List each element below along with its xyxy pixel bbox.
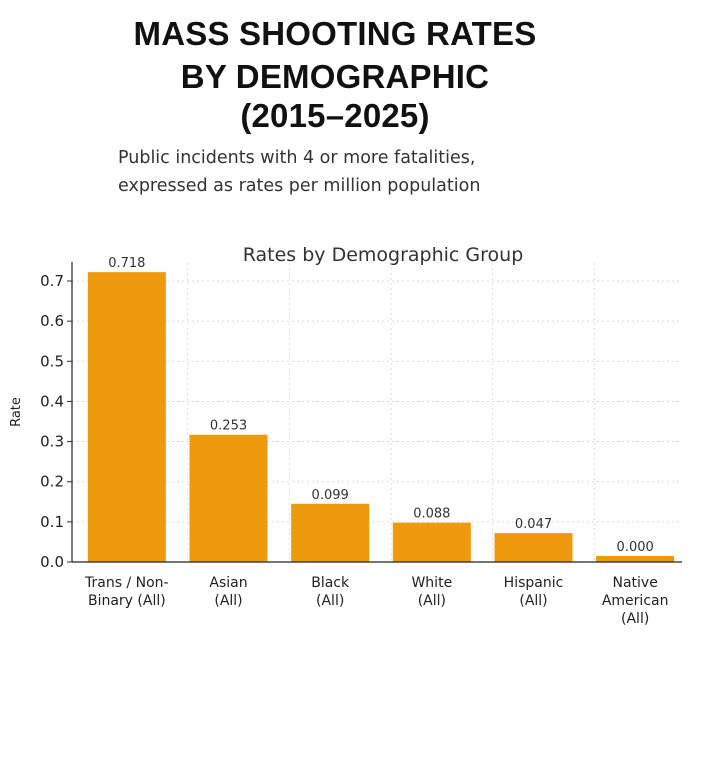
bar: [87, 272, 166, 562]
labels: 0.0 0.1 0.2 0.3 0.4 0.5 0.6 0.7 0.718 Trans / Non…: [40, 256, 668, 627]
bars: [87, 272, 675, 562]
x-tick-label: (All): [418, 593, 446, 609]
bar: [596, 555, 675, 562]
y-tick-label: 0.1: [40, 513, 64, 531]
bar-data-label: 0.253: [210, 419, 247, 434]
x-tick-label: Trans / Non-: [84, 575, 169, 591]
y-tick-label: 0.6: [40, 312, 64, 330]
chart-main-title-line-1: MASS SHOOTING RATES: [133, 15, 537, 52]
chart-main-title-line-2: BY DEMOGRAPHIC: [180, 58, 490, 95]
x-tick-label: (All): [621, 611, 649, 627]
y-tick-label: 0.7: [40, 272, 64, 290]
bar: [392, 522, 471, 562]
x-tick-label: (All): [316, 593, 344, 609]
bar-data-label: 0.047: [515, 517, 552, 532]
x-tick-label: Asian: [209, 575, 247, 591]
chart-subtitle-line-2: expressed as rates per million populatio…: [118, 176, 481, 196]
x-tick-label: Native: [612, 575, 657, 591]
chart-main-title-line-3: (2015–2025): [240, 97, 430, 134]
x-tick-label: American: [602, 593, 669, 609]
bar-data-label: 0.000: [617, 540, 654, 555]
y-axis-label: Rate: [9, 397, 24, 427]
bar-data-label: 0.099: [312, 488, 349, 503]
chart-subtitle-line-1: Public incidents with 4 or more fataliti…: [118, 148, 476, 168]
axes: [67, 262, 682, 563]
x-tick-label: White: [411, 575, 452, 591]
y-tick-label: 0.2: [40, 473, 64, 491]
y-tick-label: 0.4: [40, 392, 64, 410]
bar: [291, 503, 370, 562]
chart-title: Rates by Demographic Group: [243, 244, 524, 266]
x-tick-label: (All): [519, 593, 547, 609]
bar: [189, 434, 268, 562]
x-tick-label: Black: [311, 575, 350, 591]
bar-data-label: 0.718: [108, 256, 145, 271]
gridlines: [72, 263, 682, 562]
bar: [494, 533, 573, 562]
y-tick-label: 0.3: [40, 433, 64, 451]
x-tick-label: (All): [214, 593, 242, 609]
x-tick-label: Binary (All): [88, 593, 166, 609]
y-tick-label: 0.0: [40, 553, 64, 571]
y-tick-label: 0.5: [40, 352, 64, 370]
x-tick-label: Hispanic: [504, 575, 564, 591]
bar-data-label: 0.088: [413, 507, 450, 522]
